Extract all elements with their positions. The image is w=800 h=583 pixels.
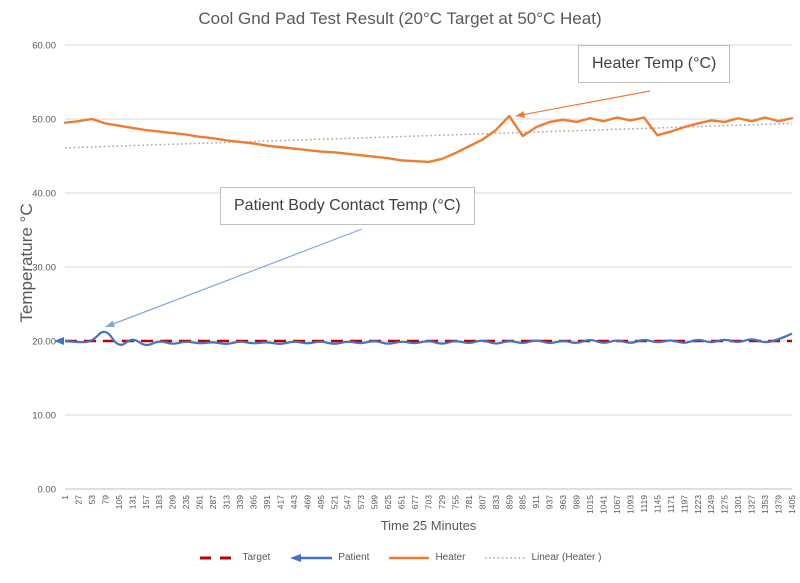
target-dashed-line-icon xyxy=(199,556,236,559)
x-tick-label: 105 xyxy=(114,495,124,509)
x-tick-label: 1353 xyxy=(760,495,770,514)
y-tick-label: 20.00 xyxy=(32,337,56,348)
x-tick-label: 989 xyxy=(572,495,582,509)
y-tick-label: 10.00 xyxy=(32,411,56,422)
x-tick-label: 807 xyxy=(477,495,487,509)
x-tick-label: 1379 xyxy=(774,495,784,514)
heater-solid-line-icon xyxy=(389,556,430,559)
x-tick-label: 495 xyxy=(316,495,326,509)
patient-annotation-box: Patient Body Contact Temp (°C) xyxy=(220,187,475,225)
x-tick-label: 1 xyxy=(60,495,70,500)
legend: Target Patient Heater Linear (Heater ) xyxy=(0,552,800,563)
x-tick-label: 1327 xyxy=(747,495,757,514)
x-tick-label: 651 xyxy=(397,495,407,509)
x-tick-label: 1301 xyxy=(733,495,743,514)
x-tick-label: 729 xyxy=(437,495,447,509)
x-tick-label: 365 xyxy=(248,495,258,509)
legend-label-patient: Patient xyxy=(338,552,370,563)
x-tick-label: 417 xyxy=(275,495,285,509)
legend-label-target: Target xyxy=(242,552,271,563)
x-tick-label: 183 xyxy=(154,495,164,509)
x-tick-label: 391 xyxy=(262,495,272,509)
x-tick-label: 703 xyxy=(424,495,434,509)
y-tick-label: 30.00 xyxy=(32,263,56,274)
x-axis-title: Time 25 Minutes xyxy=(380,518,477,533)
heater-annotation-arrowhead-icon xyxy=(515,111,525,118)
heater-annotation-text: Heater Temp (°C) xyxy=(592,55,717,72)
x-tick-label: 339 xyxy=(235,495,245,509)
legend-label-heater: Heater xyxy=(435,552,466,563)
x-tick-label: 677 xyxy=(410,495,420,509)
x-tick-label: 859 xyxy=(504,495,514,509)
legend-item-target: Target xyxy=(199,552,271,563)
y-tick-label: 40.00 xyxy=(32,189,56,200)
chart-title: Cool Gnd Pad Test Result (20°C Target at… xyxy=(198,9,602,28)
x-tick-label: 833 xyxy=(491,495,501,509)
x-tick-label: 235 xyxy=(181,495,191,509)
heater-annotation-box: Heater Temp (°C) xyxy=(578,45,731,83)
trend-line xyxy=(64,122,793,149)
x-tick-label: 1249 xyxy=(706,495,716,514)
x-tick-label: 911 xyxy=(531,495,541,509)
x-tick-label: 547 xyxy=(343,495,353,509)
x-tick-label: 157 xyxy=(141,495,151,509)
x-tick-label: 573 xyxy=(356,495,366,509)
patient-annotation-arrow-line xyxy=(105,228,363,328)
x-tick-label: 1145 xyxy=(652,495,662,514)
x-tick-label: 1093 xyxy=(625,495,635,514)
x-tick-label: 261 xyxy=(195,495,205,509)
x-tick-label: 755 xyxy=(450,495,460,509)
patient-series-line xyxy=(64,330,793,347)
heater-series-line xyxy=(63,114,794,164)
x-tick-label: 885 xyxy=(518,495,528,509)
linear-dotted-line-icon xyxy=(485,556,526,559)
patient-annotation-text: Patient Body Contact Temp (°C) xyxy=(234,197,461,214)
x-tick-label: 1405 xyxy=(787,495,797,514)
x-tick-label: 1067 xyxy=(612,495,622,514)
legend-item-linear: Linear (Heater ) xyxy=(485,552,601,563)
patient-annotation-arrowhead-icon xyxy=(105,320,116,327)
x-tick-label: 209 xyxy=(168,495,178,509)
x-tick-label: 443 xyxy=(289,495,299,509)
x-tick-label: 937 xyxy=(545,495,555,509)
x-tick-label: 1223 xyxy=(693,495,703,514)
x-tick-label: 599 xyxy=(370,495,380,509)
x-tick-label: 1197 xyxy=(679,495,689,514)
patient-start-arrow-icon xyxy=(54,337,64,345)
x-tick-label: 27 xyxy=(73,495,83,505)
y-tick-label: 0.00 xyxy=(38,485,57,496)
x-tick-label: 521 xyxy=(329,495,339,509)
x-tick-label: 963 xyxy=(558,495,568,509)
x-tick-label: 131 xyxy=(127,495,137,509)
x-tick-label: 53 xyxy=(87,495,97,505)
x-tick-label: 625 xyxy=(383,495,393,509)
x-tick-label: 469 xyxy=(302,495,312,509)
x-tick-label: 781 xyxy=(464,495,474,509)
y-tick-label: 50.00 xyxy=(32,115,56,126)
x-tick-label: 1171 xyxy=(666,495,676,514)
x-tick-label: 1041 xyxy=(599,495,609,514)
heater-annotation-arrow-line xyxy=(515,90,651,117)
patient-arrow-line-icon xyxy=(290,553,333,562)
y-tick-label: 60.00 xyxy=(32,41,56,52)
legend-label-linear: Linear (Heater ) xyxy=(531,552,602,563)
legend-item-patient: Patient xyxy=(290,552,369,563)
x-tick-label: 313 xyxy=(222,495,232,509)
x-tick-label: 1015 xyxy=(585,495,595,514)
x-tick-label: 287 xyxy=(208,495,218,509)
x-tick-label: 1275 xyxy=(720,495,730,514)
x-tick-label: 1119 xyxy=(639,495,649,513)
legend-item-heater: Heater xyxy=(389,552,465,563)
x-tick-label: 79 xyxy=(100,495,110,505)
